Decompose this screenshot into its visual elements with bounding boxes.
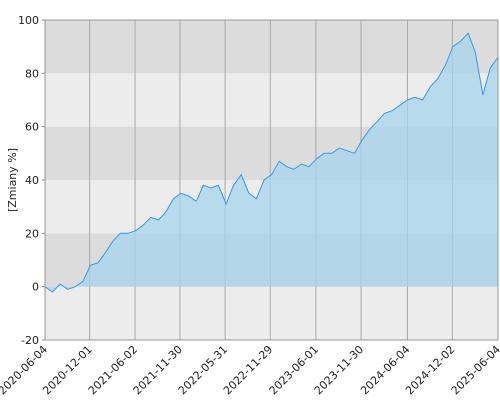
band [45, 286, 498, 340]
line [44, 32, 499, 293]
y-tick-label: 80 [25, 67, 39, 80]
y-tick-label: 100 [18, 14, 39, 27]
plot-frame [44, 19, 499, 341]
band [45, 20, 498, 74]
y-tick-label: -20 [21, 334, 39, 347]
y-tick-label: 20 [25, 227, 39, 240]
y-axis-label: [Zmiany %] [6, 148, 19, 212]
y-tick-label: 60 [25, 121, 39, 134]
y-tick-label: 40 [25, 174, 39, 187]
y-tick-label: 0 [32, 281, 39, 294]
area [45, 33, 498, 293]
